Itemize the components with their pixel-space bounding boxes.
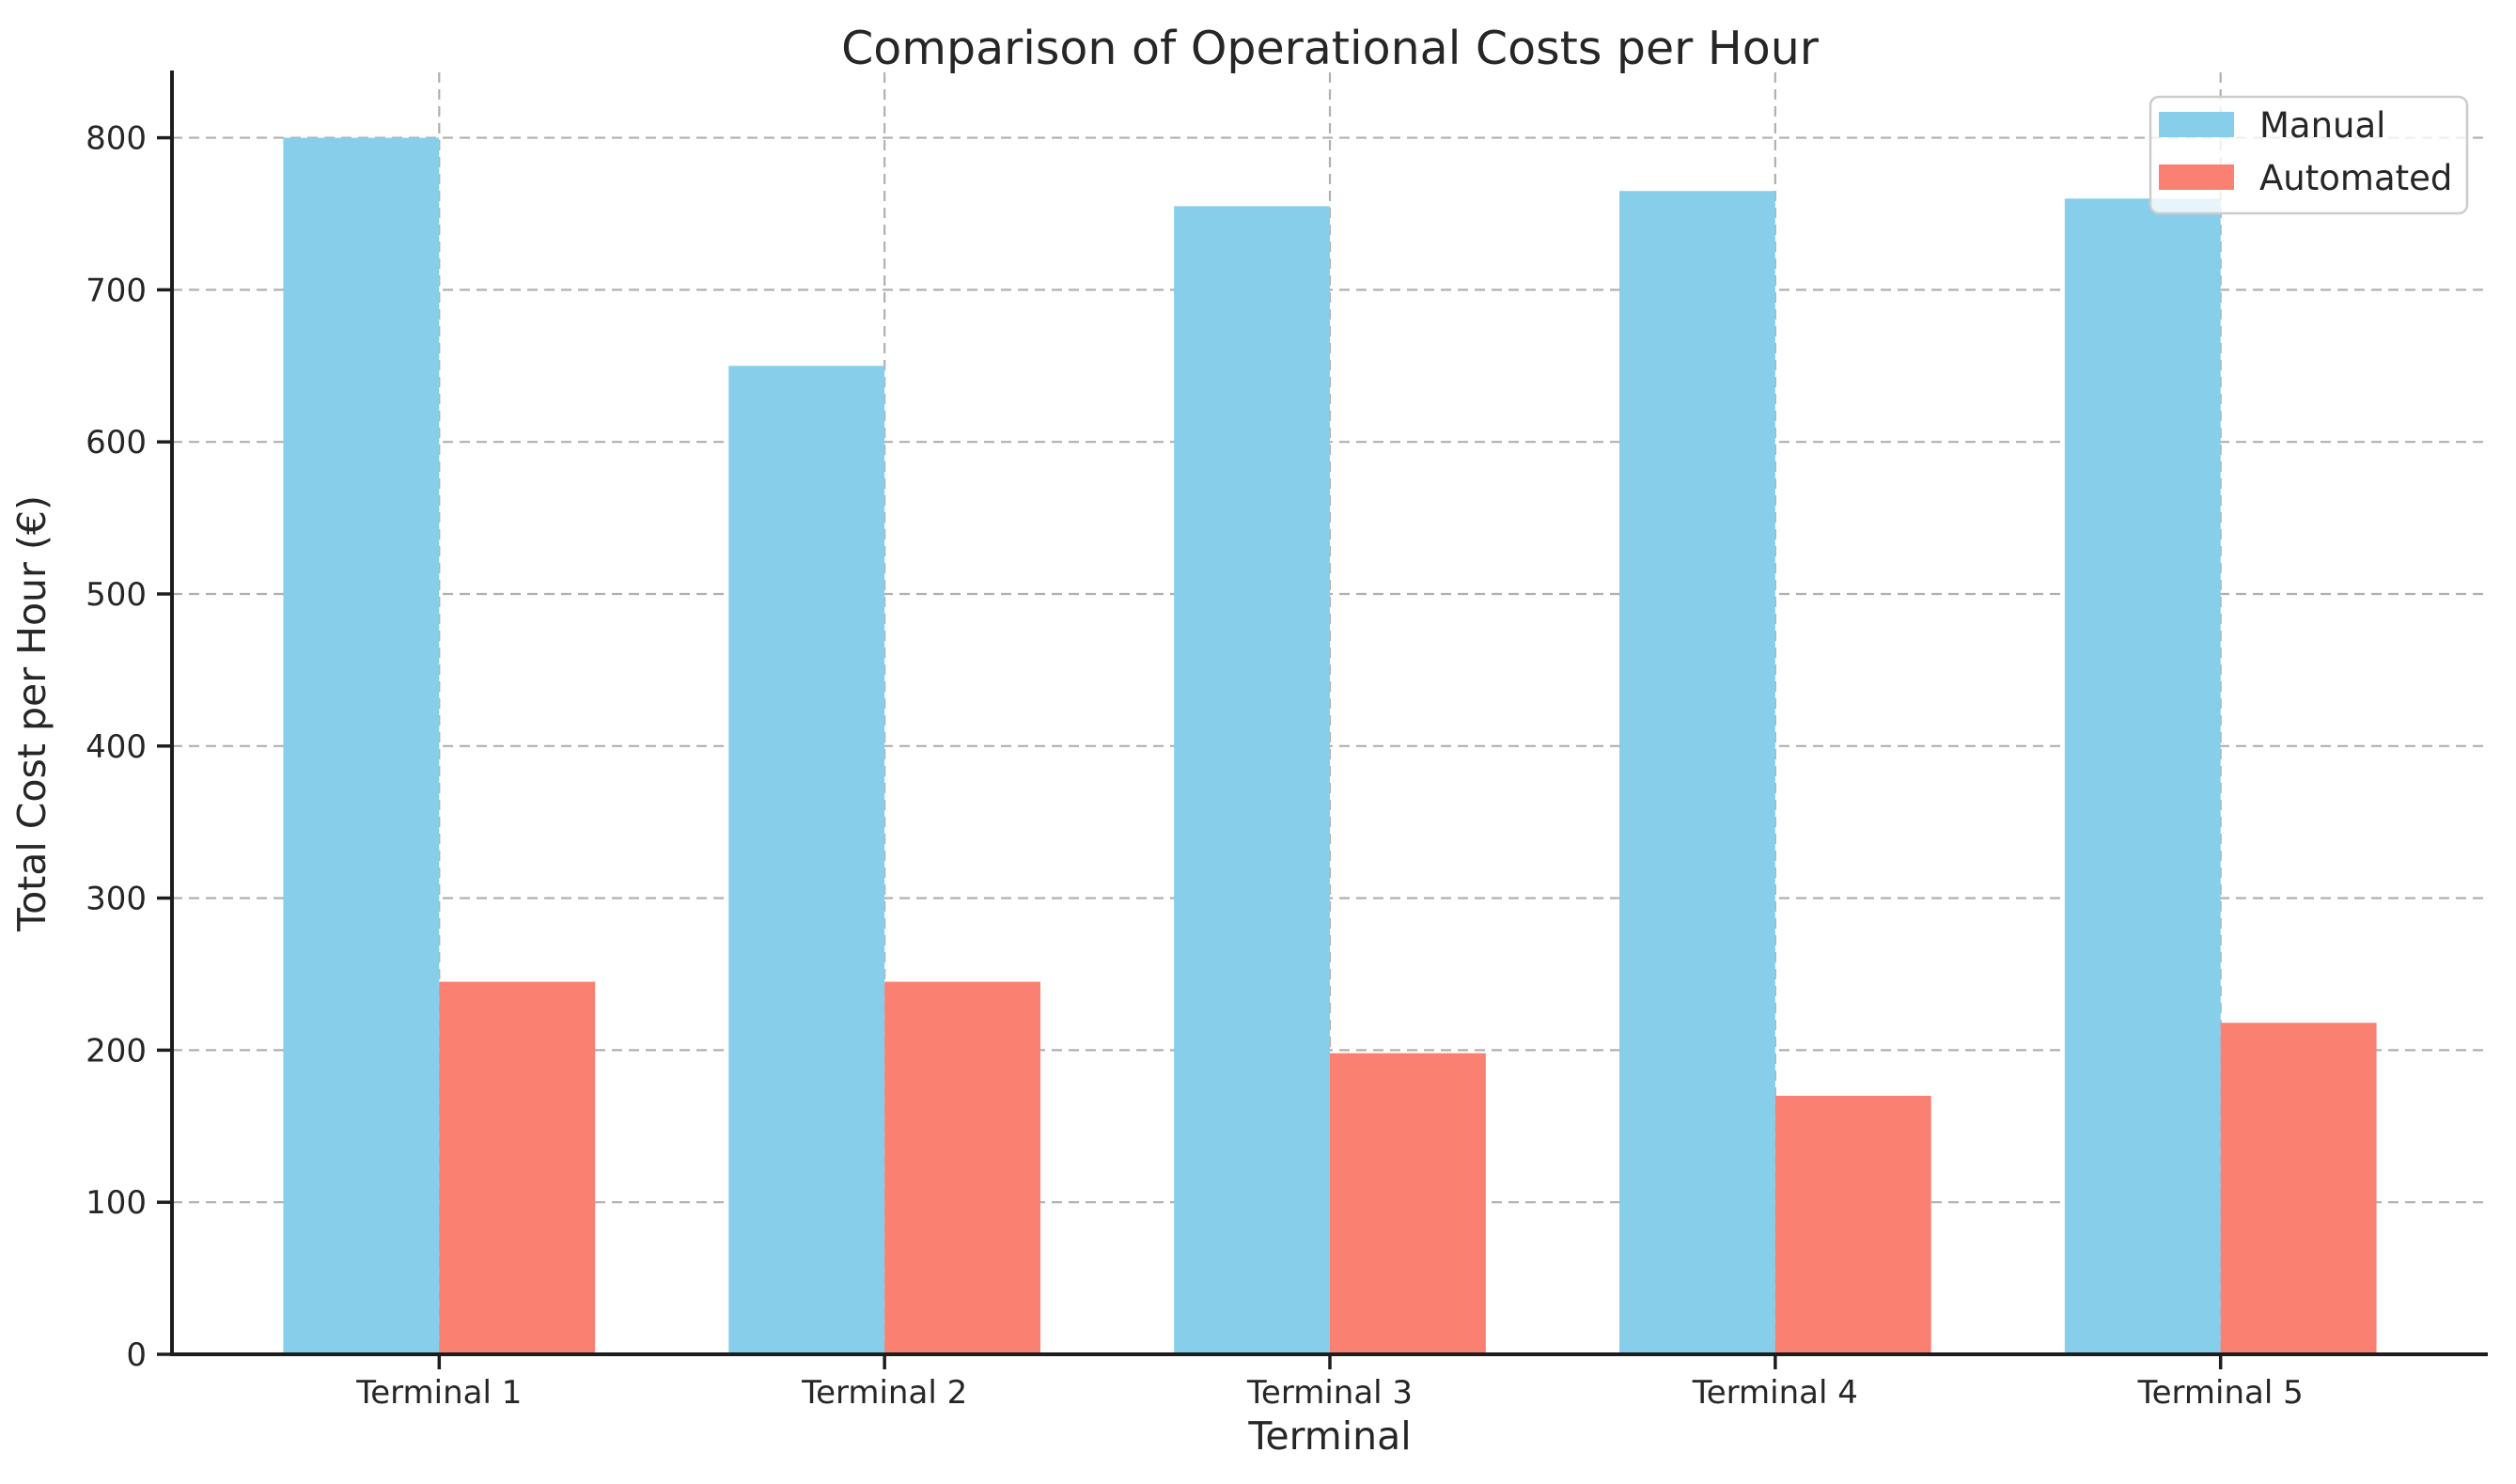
bar-manual-terminal-2 — [728, 366, 885, 1355]
x-axis-label: Terminal — [1247, 1414, 1411, 1459]
bars-layer — [283, 137, 2377, 1355]
x-tick-label-5: Terminal 5 — [2137, 1374, 2304, 1412]
bar-manual-terminal-3 — [1174, 206, 1330, 1354]
y-tick-label-800: 800 — [86, 120, 147, 158]
y-axis-label: Total Cost per Hour (€) — [9, 495, 55, 932]
legend-swatch-manual — [2159, 112, 2234, 137]
x-tick-label-4: Terminal 4 — [1692, 1374, 1858, 1412]
x-tick-label-1: Terminal 1 — [355, 1374, 522, 1412]
bar-manual-terminal-1 — [283, 137, 440, 1355]
bar-automated-terminal-3 — [1330, 1053, 1486, 1354]
y-tick-label-100: 100 — [86, 1184, 147, 1222]
y-tick-label-0: 0 — [126, 1336, 147, 1374]
bar-automated-terminal-4 — [1774, 1095, 1931, 1354]
y-tick-label-700: 700 — [86, 272, 147, 309]
y-tick-label-400: 400 — [86, 728, 147, 766]
bar-automated-terminal-1 — [439, 981, 596, 1354]
axes-layer — [157, 70, 2488, 1369]
legend-swatch-automated — [2159, 164, 2234, 190]
tick-label-layer: 0 100 200 300 400 500 600 700 800 Terminal 1 Termi… — [86, 120, 2304, 1412]
y-tick-label-500: 500 — [86, 576, 147, 614]
legend-label-automated: Automated — [2259, 158, 2452, 198]
x-tick-label-2: Terminal 2 — [801, 1374, 967, 1412]
bar-automated-terminal-5 — [2220, 1023, 2377, 1354]
x-tick-label-3: Terminal 3 — [1246, 1374, 1413, 1412]
chart-title: Comparison of Operational Costs per Hour — [841, 22, 1820, 75]
legend: Manual Automated — [2149, 95, 2469, 215]
y-tick-label-300: 300 — [86, 881, 147, 918]
legend-label-manual: Manual — [2259, 105, 2385, 146]
bar-manual-terminal-4 — [1619, 191, 1775, 1354]
y-tick-label-200: 200 — [86, 1032, 147, 1070]
bar-manual-terminal-5 — [2064, 198, 2221, 1355]
bar-automated-terminal-2 — [884, 981, 1040, 1354]
y-tick-label-600: 600 — [86, 424, 147, 461]
